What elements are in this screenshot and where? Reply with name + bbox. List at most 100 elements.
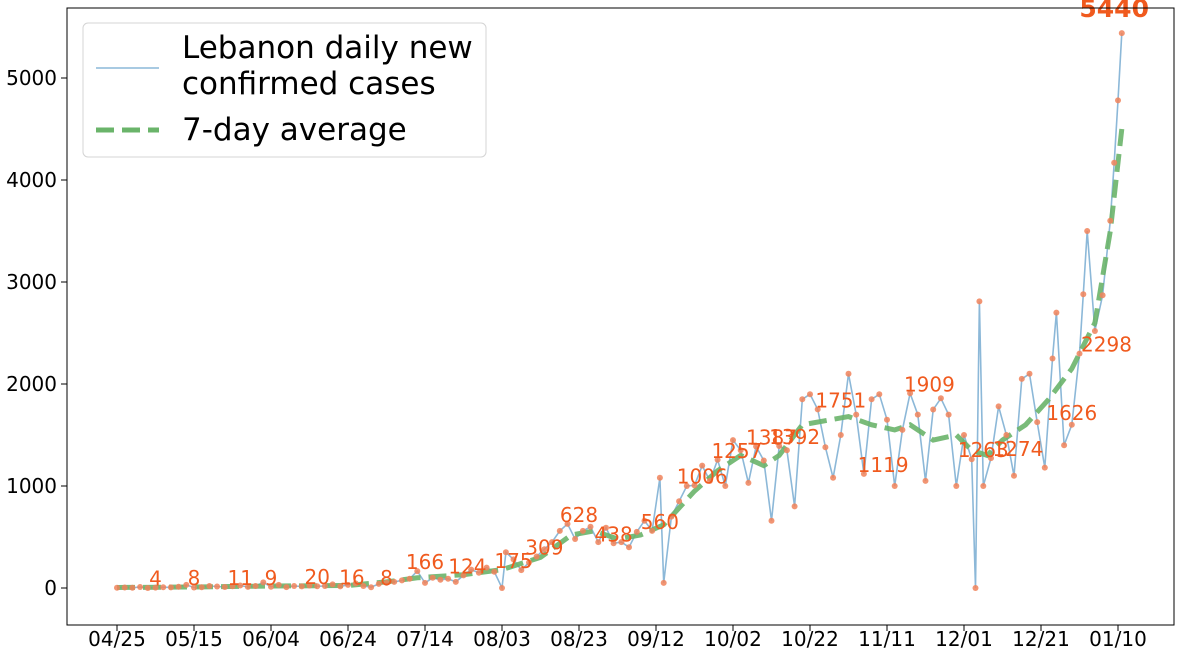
daily-cases-point (445, 575, 452, 582)
daily-cases-point (656, 474, 663, 481)
daily-cases-point (968, 456, 975, 463)
daily-cases-point (807, 391, 813, 398)
daily-cases-point (321, 583, 328, 589)
daily-cases-point (1099, 292, 1106, 299)
daily-cases-point (884, 416, 890, 423)
daily-cases-point (291, 583, 298, 589)
data-label: 8 (188, 566, 201, 590)
data-label: 438 (595, 522, 633, 546)
data-label: 1119 (858, 453, 909, 477)
daily-cases-point (198, 584, 205, 591)
daily-cases-point (891, 483, 898, 489)
daily-cases-point (491, 568, 498, 575)
daily-cases-point (961, 432, 967, 438)
series-layer (114, 30, 1125, 591)
y-tick-label: 5000 (6, 66, 57, 90)
daily-cases-point (352, 580, 359, 587)
data-label: 20 (304, 565, 329, 589)
axis-layer: 04/25 05/15 06/04 06/24 07/14 08/03 08/23 09/12… (6, 66, 1147, 651)
daily-cases-point (391, 578, 398, 585)
daily-cases-point (252, 583, 259, 589)
y-tick-label: 4000 (6, 168, 57, 192)
daily-cases-point (337, 583, 344, 590)
daily-cases-point (526, 559, 532, 566)
daily-cases-point (676, 498, 683, 505)
daily-cases-point (760, 457, 767, 464)
peak-label: 5440 (1079, 0, 1149, 23)
x-tick-label: 10/22 (781, 627, 839, 651)
x-tick-label: 08/03 (473, 627, 531, 651)
daily-cases-point (129, 584, 136, 591)
daily-cases-point (549, 539, 555, 546)
daily-cases-point (914, 411, 921, 418)
legend-daily-label: confirmed cases (182, 66, 436, 102)
daily-cases-point (1061, 442, 1068, 449)
daily-cases-point (1068, 421, 1075, 428)
daily-cases-point (144, 585, 151, 591)
x-tick-label: 12/01 (935, 627, 993, 651)
daily-cases-point (822, 444, 829, 451)
data-label: 8 (380, 566, 393, 590)
daily-cases-point (221, 584, 228, 590)
data-label: 124 (448, 554, 486, 578)
plot-frame (66, 7, 1175, 626)
daily-cases-point (564, 520, 571, 527)
daily-cases-point (483, 564, 490, 571)
y-tick-label: 0 (44, 576, 57, 600)
daily-cases-point (899, 426, 906, 433)
daily-cases-point (626, 544, 632, 551)
data-label: 2298 (1081, 333, 1132, 357)
data-label: 1257 (711, 439, 762, 463)
daily-cases-point (229, 583, 236, 590)
daily-cases-point (980, 483, 987, 489)
data-label: 16 (339, 565, 364, 589)
daily-cases-point (945, 411, 952, 418)
daily-cases-point (610, 540, 617, 547)
data-label: 1006 (677, 464, 728, 488)
daily-cases-point (383, 579, 390, 586)
daily-cases-point (152, 584, 159, 591)
y-tick-label: 2000 (6, 372, 57, 396)
daily-cases-point (468, 566, 475, 573)
daily-cases-point (706, 477, 713, 484)
daily-cases-point (275, 581, 282, 588)
daily-cases-point (475, 569, 482, 576)
x-tick-label: 06/04 (242, 627, 300, 651)
x-tick-label: 11/11 (858, 627, 916, 651)
daily-cases-point (1011, 472, 1017, 479)
daily-cases-point (1084, 228, 1091, 234)
daily-cases-point (414, 568, 421, 575)
daily-cases-point (768, 517, 775, 524)
daily-cases-point (603, 524, 609, 531)
daily-cases-point (753, 443, 760, 450)
daily-cases-point (830, 474, 837, 481)
daily-cases-point (244, 583, 251, 590)
daily-cases-point (1053, 309, 1060, 316)
daily-cases-point (814, 406, 821, 413)
daily-cases-point (722, 483, 729, 489)
x-tick-label: 07/14 (396, 627, 454, 651)
daily-cases-point (860, 470, 867, 477)
daily-cases-point (183, 581, 190, 588)
daily-cases-point (237, 582, 244, 589)
daily-cases-point (518, 567, 525, 574)
daily-cases-point (587, 523, 594, 530)
daily-cases-point (541, 546, 548, 553)
daily-cases-point (922, 477, 929, 484)
daily-cases-point (799, 396, 806, 403)
daily-cases-point (660, 579, 667, 586)
data-label: 1274 (992, 437, 1043, 461)
daily-cases-point (953, 483, 960, 489)
daily-cases-point (460, 572, 467, 579)
daily-cases-point (314, 583, 321, 590)
daily-cases-point (214, 583, 221, 590)
x-tick-label: 10/02 (704, 627, 762, 651)
legend-average-label: 7-day average (182, 112, 407, 148)
daily-cases-point (175, 583, 182, 590)
daily-cases-point (1107, 217, 1114, 224)
daily-cases-point (683, 483, 690, 489)
data-label: 560 (641, 510, 679, 534)
daily-cases-point (499, 585, 505, 591)
